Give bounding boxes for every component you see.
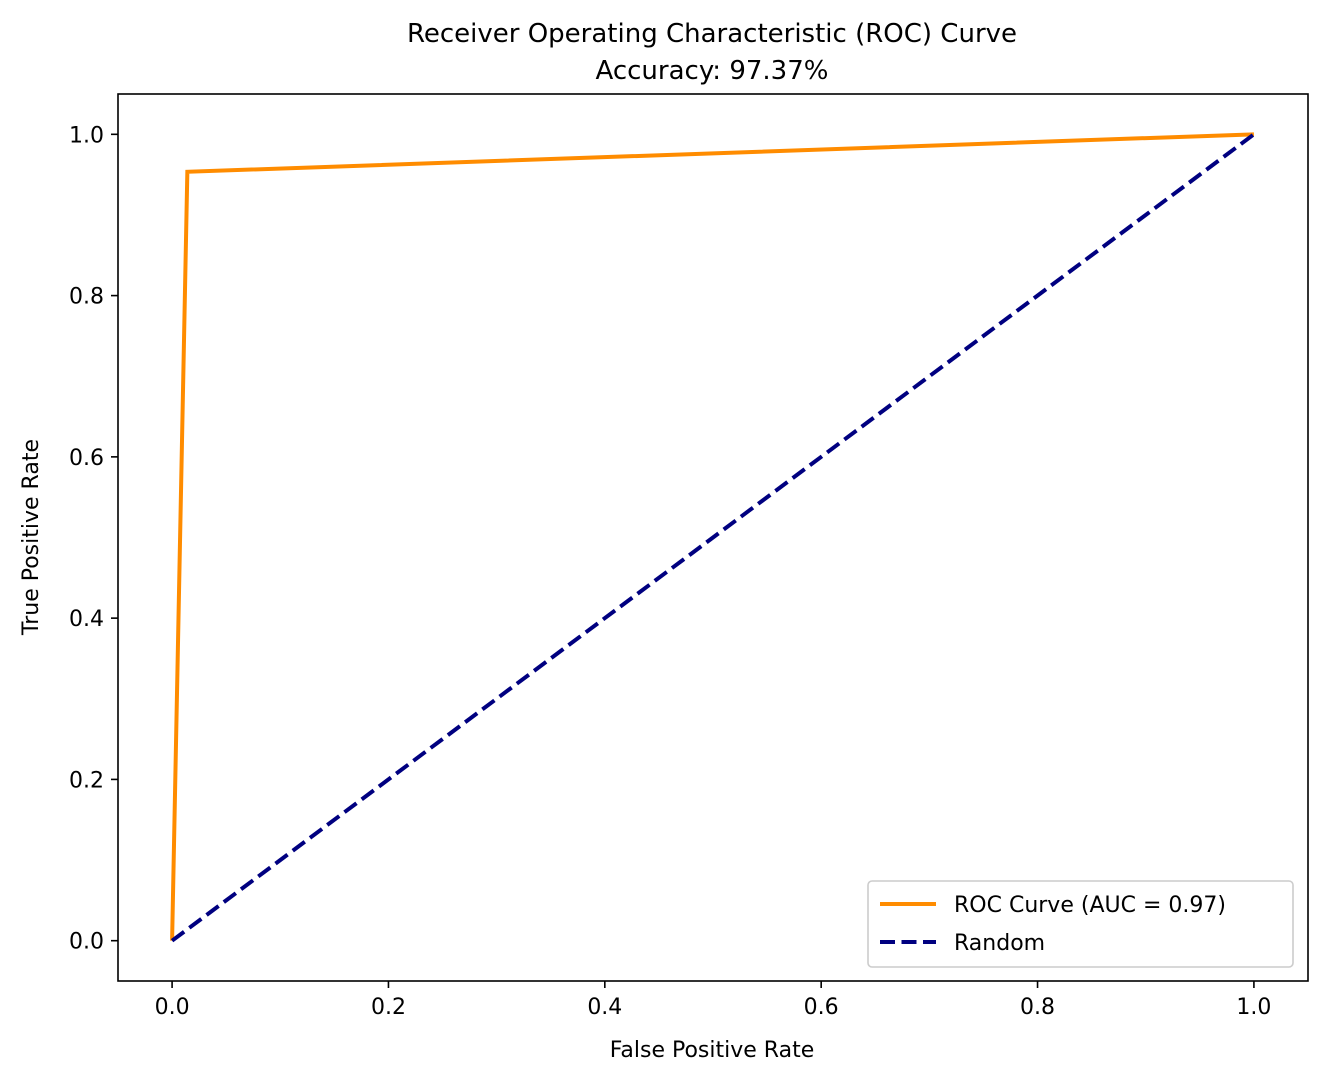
- series-line-1: [170, 132, 1256, 943]
- series-line-0: [170, 132, 1254, 941]
- x-tick-label: 0.8: [1020, 995, 1055, 1020]
- legend-entry-random: Random: [954, 931, 1045, 956]
- ticks-layer: 0.0 0.2 0.4 0.6 0.8 1.0 0.0 0.2 0.4 0.6 0.8 1.0: [69, 123, 1271, 1020]
- plot-frame: [117, 93, 1309, 982]
- x-tick-label: 0.2: [371, 995, 406, 1020]
- legend-box: [867, 880, 1294, 968]
- y-tick-label: 0.6: [69, 446, 104, 471]
- chart-subtitle: Accuracy: 97.37%: [596, 56, 829, 86]
- x-tick-label: 1.0: [1236, 995, 1271, 1020]
- legend-entry-roc: ROC Curve (AUC = 0.97): [954, 893, 1226, 918]
- x-tick-label: 0.4: [587, 995, 622, 1020]
- x-tick-label: 0.0: [155, 995, 190, 1020]
- y-tick-label: 1.0: [69, 123, 104, 148]
- legend: ROC Curve (AUC = 0.97) Random: [867, 880, 1294, 968]
- x-axis-label: False Positive Rate: [610, 1038, 814, 1063]
- y-tick-label: 0.0: [69, 930, 104, 955]
- x-tick-label: 0.6: [804, 995, 839, 1020]
- y-tick-label: 0.4: [69, 607, 104, 632]
- series-layer: [170, 132, 1256, 943]
- y-tick-label: 0.8: [69, 285, 104, 310]
- y-axis-label: True Positive Rate: [19, 439, 44, 636]
- chart-title: Receiver Operating Characteristic (ROC) …: [407, 19, 1017, 49]
- y-tick-label: 0.2: [69, 768, 104, 793]
